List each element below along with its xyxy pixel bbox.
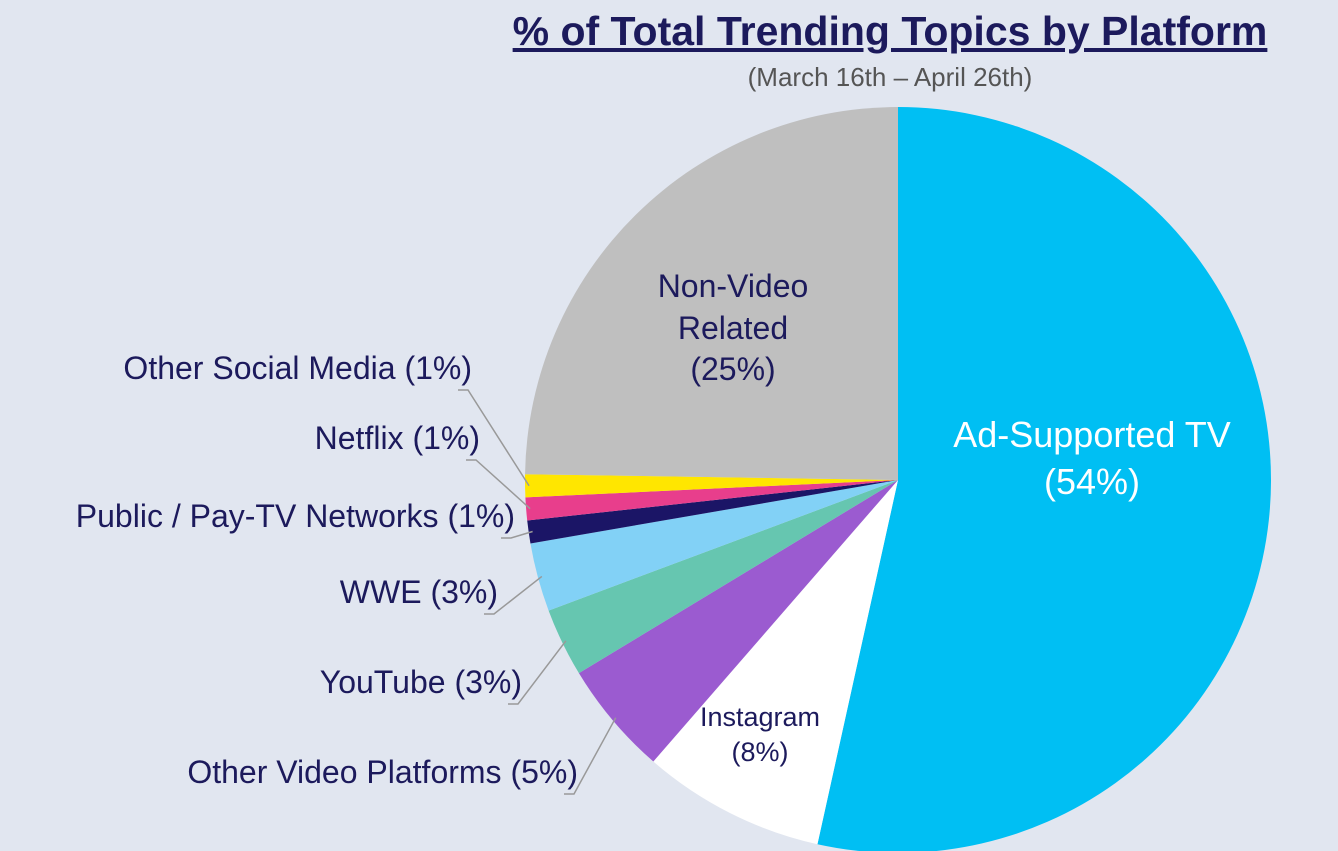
value-label: (1%) [447,498,515,534]
slice-label: Instagram (8%) [680,700,840,770]
pie-slice [525,480,898,521]
slice-label: Non-Video Related (25%) [633,266,833,391]
category-name: Public / Pay-TV Networks [75,498,439,534]
pie-slice [578,480,898,762]
leader-line [508,640,567,705]
category-name: Ad-Supported TV [953,414,1231,455]
slice-label: Ad-Supported TV (54%) [912,412,1272,506]
leader-line [484,575,543,615]
value-label: (1%) [412,420,480,456]
pie-slice [530,480,898,611]
leader-line [458,389,530,487]
pie-slice [525,474,898,498]
value-label: (3%) [454,664,522,700]
category-name: Other Video Platforms [187,754,502,790]
slice-label: YouTube (3%) [320,662,522,704]
slice-label: Other Social Media (1%) [123,348,472,390]
category-name: Other Social Media [123,350,396,386]
category-name: YouTube [319,664,446,700]
slice-label: Other Video Platforms (5%) [187,752,578,794]
leader-line [466,459,531,510]
category-name: WWE [339,574,422,610]
leader-line [564,717,617,795]
slice-label: Netflix (1%) [315,418,480,460]
pie-slice [653,480,898,845]
value-label: (25%) [690,351,776,388]
pie-slice [525,107,898,480]
value-label: (3%) [430,574,498,610]
category-name: Instagram [699,702,821,732]
chart-title: % of Total Trending Topics by Platform [512,8,1268,54]
value-label: (5%) [510,754,578,790]
value-label: (8%) [731,737,789,768]
category-name: Non-Video Related [657,268,809,346]
leader-line [501,530,533,539]
slice-label: WWE (3%) [340,572,498,614]
value-label: (54%) [1043,460,1141,502]
slice-label: Public / Pay-TV Networks (1%) [76,496,515,538]
chart-subtitle: (March 16th – April 26th) [747,62,1033,92]
pie-slice [548,480,898,674]
value-label: (1%) [404,350,472,386]
pie-slice [817,107,1271,851]
pie-slice [527,480,898,544]
category-name: Netflix [314,420,404,456]
